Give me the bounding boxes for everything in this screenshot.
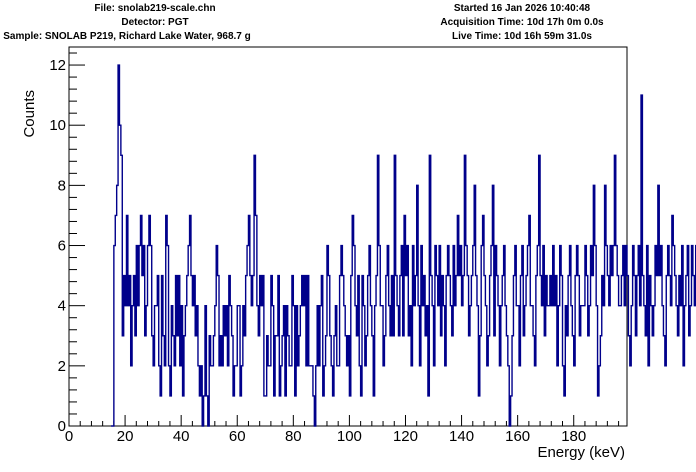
x-tick-label: 120 [393, 428, 418, 445]
detector-label: Detector: PGT [121, 17, 189, 28]
started-label: Started 16 Jan 2026 10:40:48 [453, 3, 591, 14]
sample-label: Sample: SNOLAB P219, Richard Lake Water,… [3, 31, 251, 42]
y-tick-label: 2 [58, 358, 66, 375]
x-tick-label: 160 [505, 428, 530, 445]
plot-frame [68, 46, 628, 427]
x-tick-label: 0 [65, 428, 73, 445]
x-tick-label: 60 [229, 428, 246, 445]
y-tick-label: 4 [58, 298, 66, 315]
x-tick-label: 40 [173, 428, 190, 445]
series-spectrum [111, 64, 696, 427]
x-tick-label: 100 [337, 428, 362, 445]
acquisition-time-label: Acquisition Time: 10d 17h 0m 0.0s [440, 17, 604, 28]
y-tick-label: 10 [49, 117, 66, 134]
axis-ticks: 0 20 40 60 80 100 120 140 160 180 0 2 4 6 8 10 12 [49, 52, 620, 445]
y-tick-label: 8 [58, 177, 66, 194]
live-time-label: Live Time: 10d 16h 59m 31.0s [452, 31, 592, 42]
plot-border [68, 46, 628, 427]
y-axis-title: Counts [21, 90, 38, 138]
y-tick-label: 12 [49, 57, 66, 74]
x-tick-label: 180 [561, 428, 586, 445]
y-tick-label: 0 [58, 418, 66, 435]
x-axis-title: Energy (keV) [537, 444, 625, 461]
y-tick-label: 6 [58, 238, 66, 255]
x-tick-label: 20 [117, 428, 134, 445]
file-label: File: snolab219-scale.chn [94, 3, 216, 14]
spectrum-line [111, 64, 696, 427]
x-tick-label: 80 [285, 428, 302, 445]
x-tick-label: 140 [449, 428, 474, 445]
